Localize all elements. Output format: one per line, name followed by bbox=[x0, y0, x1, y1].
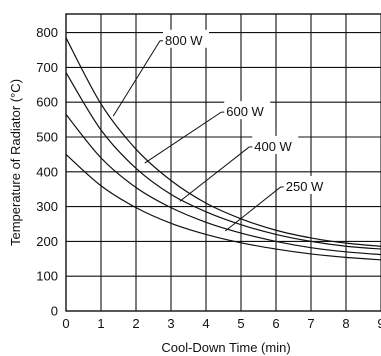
x-tick-label: 2 bbox=[132, 316, 139, 331]
series-label: 400 W bbox=[254, 139, 292, 154]
x-axis-title: Cool-Down Time (min) bbox=[161, 340, 290, 355]
plot-frame bbox=[65, 13, 381, 312]
series-label: 250 W bbox=[286, 179, 324, 194]
y-tick-label: 100 bbox=[36, 269, 58, 284]
y-tick-label: 400 bbox=[36, 164, 58, 179]
leader-line bbox=[144, 111, 222, 164]
x-tick-label: 6 bbox=[272, 316, 279, 331]
x-tick-label: 8 bbox=[342, 316, 349, 331]
x-tick-labels: 0 1 2 3 4 5 6 7 8 9 bbox=[62, 316, 381, 331]
x-tick-label: 0 bbox=[62, 316, 69, 331]
y-tick-label: 800 bbox=[36, 25, 58, 40]
x-tick-label: 5 bbox=[237, 316, 244, 331]
series-line-400-w bbox=[65, 114, 381, 256]
series-line-600-w bbox=[65, 72, 381, 250]
y-tick-labels: 0 100 200 300 400 500 600 700 800 bbox=[36, 25, 58, 318]
leader-line bbox=[112, 40, 161, 117]
series-label-bg bbox=[224, 101, 271, 120]
y-tick-label: 700 bbox=[36, 60, 58, 75]
series-label-bg bbox=[252, 135, 299, 154]
y-tick-label: 200 bbox=[36, 234, 58, 249]
leader-line bbox=[224, 186, 282, 232]
series-label: 800 W bbox=[165, 33, 203, 48]
leader-line bbox=[179, 146, 250, 202]
series-label-bg bbox=[283, 175, 330, 194]
x-tick-label: 4 bbox=[202, 316, 209, 331]
series-curves bbox=[65, 37, 381, 261]
x-tick-label: 3 bbox=[167, 316, 174, 331]
x-tick-label: 1 bbox=[97, 316, 104, 331]
y-tick-label: 500 bbox=[36, 130, 58, 145]
x-tick-label: 7 bbox=[307, 316, 314, 331]
series-line-250-w bbox=[65, 153, 381, 261]
gridlines bbox=[66, 14, 381, 311]
series-label: 600 W bbox=[226, 104, 264, 119]
label-leaders bbox=[112, 40, 285, 232]
y-axis-title: Temperature of Radiator (°C) bbox=[8, 79, 23, 246]
series-labels: 800 W 600 W 400 W 250 W bbox=[163, 29, 330, 194]
y-tick-label: 600 bbox=[36, 95, 58, 110]
y-tick-label: 0 bbox=[51, 304, 58, 319]
series-line-800-w bbox=[65, 37, 381, 247]
y-tick-label: 300 bbox=[36, 199, 58, 214]
series-label-bg bbox=[163, 29, 209, 48]
x-tick-label: 9 bbox=[377, 316, 381, 331]
